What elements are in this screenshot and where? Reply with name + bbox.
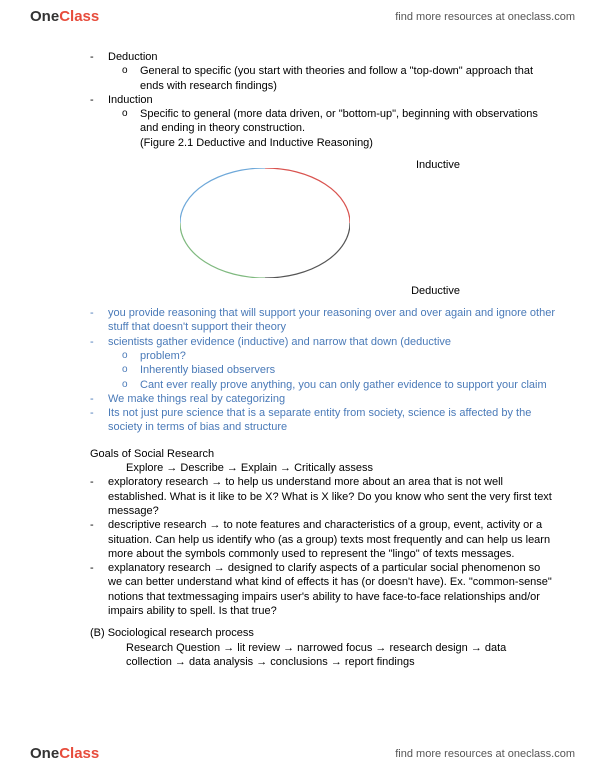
process-flow: Research Question → lit review → narrowe…: [90, 641, 555, 670]
note-biased-observers: Inherently biased observers: [90, 363, 555, 377]
footer-brand-part2: Class: [59, 745, 99, 762]
induction-body: Specific to general (more data driven, o…: [90, 107, 555, 136]
goals-flow: Explore → Describe → Explain → Criticall…: [90, 461, 555, 475]
figure-caption: (Figure 2.1 Deductive and Inductive Reas…: [90, 136, 555, 150]
exploratory-research: exploratory research → to help us unders…: [90, 475, 555, 518]
page-footer: OneClass find more resources at oneclass…: [0, 737, 595, 770]
ellipse-icon: [180, 168, 350, 278]
descriptive-research: descriptive research → to note features …: [90, 518, 555, 561]
deduction-body: General to specific (you start with theo…: [90, 64, 555, 93]
header-tagline: find more resources at oneclass.com: [395, 11, 575, 23]
reasoning-diagram: Inductive Deductive: [150, 158, 430, 298]
induction-heading: Induction: [90, 93, 555, 107]
document-body: Deduction General to specific (you start…: [90, 50, 555, 730]
note-science-society: Its not just pure science that is a sepa…: [90, 406, 555, 435]
explanatory-research: explanatory research → designed to clari…: [90, 561, 555, 618]
deduction-heading: Deduction: [90, 50, 555, 64]
footer-brand-logo: OneClass: [30, 745, 99, 762]
diagram-label-deductive: Deductive: [411, 284, 460, 298]
brand-part1: One: [30, 8, 59, 25]
note-categorizing: We make things real by categorizing: [90, 392, 555, 406]
footer-brand-part1: One: [30, 745, 59, 762]
note-confirmation-bias: you provide reasoning that will support …: [90, 306, 555, 335]
note-problem: problem?: [90, 349, 555, 363]
goals-heading: Goals of Social Research: [90, 447, 555, 461]
note-evidence-gathering: scientists gather evidence (inductive) a…: [90, 335, 555, 349]
page-header: OneClass find more resources at oneclass…: [0, 0, 595, 33]
note-cant-prove: Cant ever really prove anything, you can…: [90, 378, 555, 392]
footer-tagline: find more resources at oneclass.com: [395, 748, 575, 760]
brand-logo: OneClass: [30, 8, 99, 25]
process-heading: (B) Sociological research process: [90, 626, 555, 640]
brand-part2: Class: [59, 8, 99, 25]
diagram-label-inductive: Inductive: [416, 158, 460, 172]
